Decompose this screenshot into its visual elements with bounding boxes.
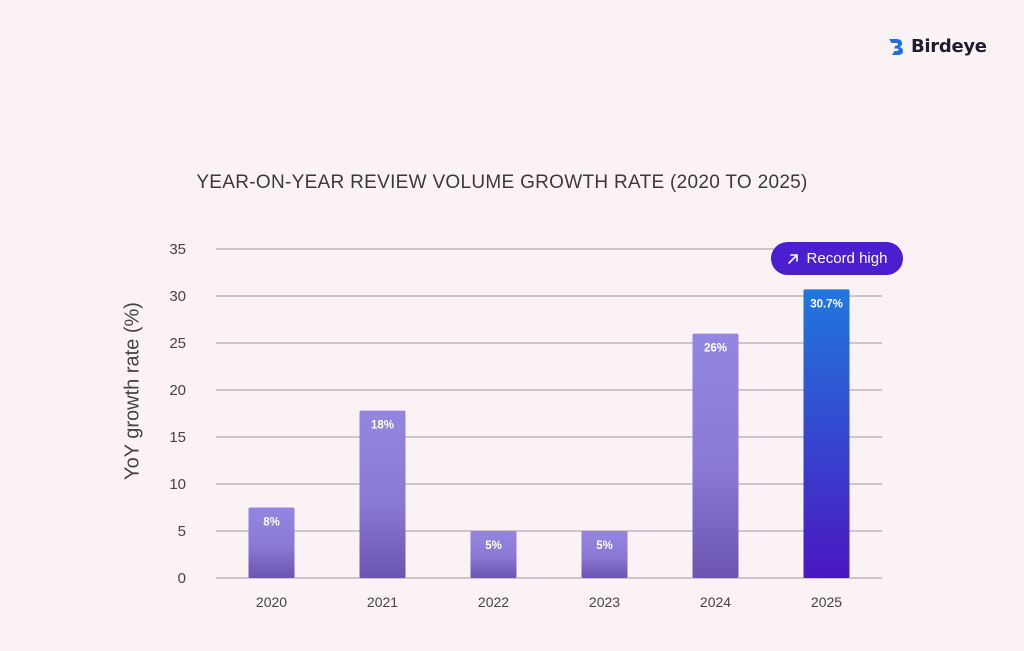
data-label-2022: 5%: [485, 540, 502, 552]
y-tick-label: 25: [169, 335, 186, 352]
y-tick-label: 5: [178, 523, 186, 540]
data-label-2025: 30.7%: [810, 298, 843, 310]
data-label-2024: 26%: [704, 343, 727, 355]
bar-2021: [359, 410, 406, 578]
x-tick-label: 2021: [367, 594, 398, 610]
x-tick-label: 2022: [478, 594, 509, 610]
x-tick-label: 2024: [700, 594, 731, 610]
y-tick-label: 20: [169, 382, 186, 399]
bar-2023: [581, 531, 628, 578]
data-label-2021: 18%: [371, 420, 394, 432]
x-tick-label: 2025: [811, 594, 842, 610]
record-high-badge: Record high: [771, 242, 903, 275]
badge-label: Record high: [806, 250, 888, 267]
bar-2020: [248, 507, 295, 578]
bar-2025: [803, 289, 850, 578]
y-tick-label: 0: [178, 570, 186, 587]
y-tick-label: 35: [169, 241, 186, 258]
brand-logo: Birdeye: [886, 36, 987, 57]
birdeye-logo-icon: [889, 38, 903, 55]
y-tick-label: 30: [169, 288, 186, 305]
x-tick-label: 2020: [256, 594, 287, 610]
bar-2024: [692, 333, 739, 578]
data-label-2020: 8%: [263, 517, 280, 529]
y-tick-label: 15: [169, 429, 186, 446]
data-label-2023: 5%: [596, 540, 613, 552]
y-tick-label: 10: [169, 476, 186, 493]
chart-title: YEAR-ON-YEAR REVIEW VOLUME GROWTH RATE (…: [196, 172, 808, 193]
brand-name: Birdeye: [911, 36, 987, 57]
x-tick-label: 2023: [589, 594, 620, 610]
bar-2022: [470, 531, 517, 578]
arrow-up-right-icon: [787, 253, 798, 264]
